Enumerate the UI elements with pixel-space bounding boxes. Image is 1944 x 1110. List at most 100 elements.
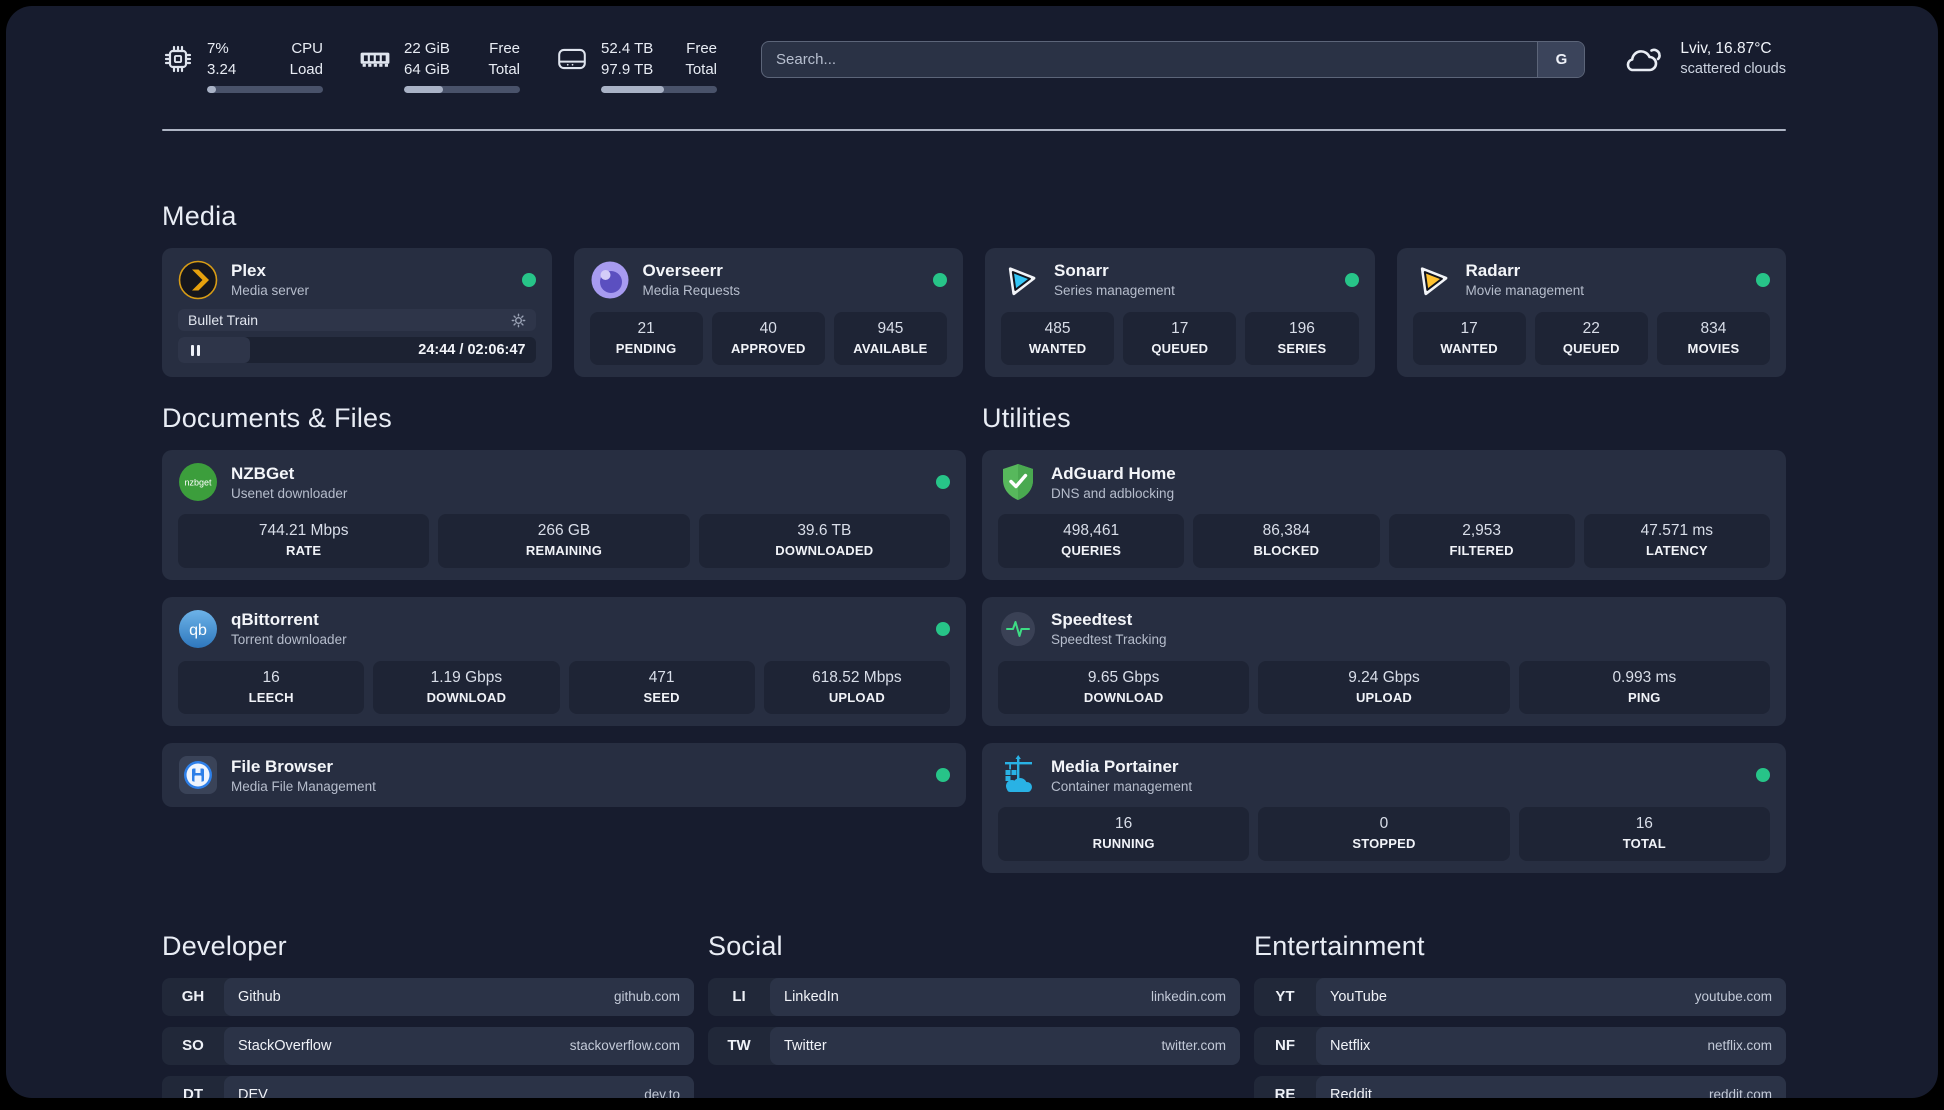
pause-icon (191, 344, 200, 356)
filebrowser-icon (178, 755, 218, 795)
bookmark-name: DEV (238, 1086, 268, 1098)
stat-tile: 1.19 Gbps DOWNLOAD (373, 660, 560, 715)
adguard-icon (998, 462, 1038, 502)
bookmark-dev[interactable]: DT DEV dev.to (162, 1075, 694, 1098)
bookmark-name: Twitter (784, 1037, 827, 1054)
stat-tile: 2,953 FILTERED (1388, 514, 1575, 568)
bookmark-stackoverflow[interactable]: SO StackOverflow stackoverflow.com (162, 1026, 694, 1065)
app-card-overseerr[interactable]: Overseerr Media Requests 21 PENDING 40 A… (573, 248, 963, 378)
app-card-qbittorrent[interactable]: qb qBittorrent Torrent downloader 16 LEE… (162, 596, 966, 727)
disk-label-2: Total (685, 61, 717, 78)
app-card-nzbget[interactable]: nzbget NZBGet Usenet downloader 744.21 M… (162, 450, 966, 580)
dashboard-window: 7% 3.24 CPU Load (6, 6, 1938, 1098)
overseerr-icon (590, 260, 630, 300)
app-card-filebrowser[interactable]: File Browser Media File Management (162, 743, 966, 808)
bookmark-abbr: YT (1275, 988, 1295, 1006)
section-title-documents: Documents & Files (162, 403, 392, 434)
media-grid: Plex Media server Bullet Train (162, 248, 1786, 378)
ram-label-2: Total (488, 61, 520, 78)
status-online-dot (521, 273, 536, 287)
stat-tile: 498,461 QUERIES (998, 514, 1185, 568)
bookmark-url: stackoverflow.com (569, 1038, 680, 1054)
weather-condition: scattered clouds (1680, 60, 1786, 77)
stat-tile: 9.65 Gbps DOWNLOAD (998, 660, 1250, 715)
bookmark-twitter[interactable]: TW Twitter twitter.com (708, 1026, 1240, 1065)
search-engine-button[interactable]: G (1537, 42, 1585, 77)
section-title-media: Media (162, 201, 237, 231)
app-subtitle: Movie management (1465, 283, 1585, 299)
search-input[interactable] (761, 41, 1586, 78)
bookmark-name: StackOverflow (238, 1037, 332, 1054)
section-title-entertainment: Entertainment (1254, 930, 1425, 961)
cpu-label-2: Load (289, 61, 323, 78)
stat-tile: 834 MOVIES (1656, 312, 1771, 366)
playback-progress-bar[interactable]: 24:44 / 02:06:47 (178, 337, 536, 363)
stat-tile: 945 AVAILABLE (833, 312, 948, 366)
bookmark-url: reddit.com (1708, 1087, 1772, 1098)
weather-widget[interactable]: Lviv, 16.87°C scattered clouds (1621, 39, 1786, 79)
bookmark-abbr: TW (727, 1037, 751, 1055)
bookmark-abbr: DT (183, 1086, 203, 1098)
stat-tile: 618.52 Mbps UPLOAD (763, 660, 950, 715)
search-bar: G (761, 41, 1586, 78)
ram-progress-fill (404, 86, 444, 93)
stat-tile: 17 QUEUED (1123, 312, 1237, 366)
app-subtitle: Media File Management (231, 778, 376, 794)
app-name: File Browser (231, 756, 334, 776)
app-name: Radarr (1465, 261, 1521, 281)
system-stats: 7% 3.24 CPU Load (162, 38, 717, 93)
app-name: Speedtest (1051, 610, 1133, 630)
plex-now-playing: Bullet Train 24:44 / 02:06:47 (178, 309, 536, 363)
ram-free-value: 22 GiB (404, 40, 450, 57)
bookmark-linkedin[interactable]: LI LinkedIn linkedin.com (708, 977, 1240, 1016)
bookmark-github[interactable]: GH Github github.com (162, 977, 694, 1016)
disk-icon (556, 43, 588, 75)
cloud-icon (1621, 41, 1667, 77)
app-name: Plex (231, 261, 266, 281)
qbittorrent-icon: qb (178, 609, 218, 649)
cpu-icon (162, 43, 194, 75)
bookmark-abbr: GH (181, 988, 205, 1006)
top-header: 7% 3.24 CPU Load (162, 6, 1786, 93)
documents-column: Documents & Files nzbget NZBGet Usenet d (162, 403, 966, 872)
app-card-sonarr[interactable]: Sonarr Series management 485 WANTED 17 Q… (985, 248, 1375, 378)
bookmarks-developer: Developer GH Github github.com SO StackO… (162, 931, 694, 1098)
bookmark-name: Reddit (1330, 1086, 1372, 1098)
ram-progress-bar (404, 86, 520, 93)
section-title-utilities: Utilities (982, 403, 1071, 434)
app-card-speedtest[interactable]: Speedtest Speedtest Tracking 9.65 Gbps D… (982, 596, 1786, 727)
stat-tile: 485 WANTED (1001, 312, 1115, 366)
app-subtitle: Usenet downloader (231, 485, 348, 501)
stat-tile: 47.571 ms LATENCY (1583, 514, 1770, 568)
bookmark-reddit[interactable]: RE Reddit reddit.com (1254, 1075, 1786, 1098)
section-title-social: Social (708, 930, 783, 961)
cpu-usage-value: 7% (207, 40, 229, 57)
stat-tile: 266 GB REMAINING (438, 514, 690, 568)
stat-tile: 0.993 ms PING (1518, 660, 1770, 715)
stat-tile: 744.21 Mbps RATE (178, 514, 430, 568)
now-playing-title: Bullet Train (188, 312, 259, 328)
app-name: NZBGet (231, 463, 295, 483)
app-card-adguard[interactable]: AdGuard Home DNS and adblocking 498,461 … (982, 450, 1786, 580)
app-card-portainer[interactable]: Media Portainer Container management 16 … (982, 743, 1786, 873)
app-card-radarr[interactable]: Radarr Movie management 17 WANTED 22 QUE… (1396, 248, 1786, 378)
bookmark-url: twitter.com (1161, 1038, 1226, 1054)
disk-stat: 52.4 TB 97.9 TB Free Total (556, 38, 717, 93)
stat-tile: 16 RUNNING (998, 807, 1250, 861)
bookmark-youtube[interactable]: YT YouTube youtube.com (1254, 977, 1786, 1016)
bookmark-url: dev.to (644, 1087, 680, 1098)
status-online-dot (1344, 273, 1359, 287)
app-card-plex[interactable]: Plex Media server Bullet Train (162, 248, 552, 378)
player-settings-gear-icon[interactable] (511, 313, 526, 328)
stat-tile: 17 WANTED (1412, 312, 1526, 366)
playback-time: 24:44 / 02:06:47 (418, 342, 526, 358)
app-name: AdGuard Home (1051, 463, 1176, 483)
bookmark-netflix[interactable]: NF Netflix netflix.com (1254, 1026, 1786, 1065)
section-title-developer: Developer (162, 930, 287, 961)
stat-tile: 86,384 BLOCKED (1193, 514, 1380, 568)
weather-location-temp: Lviv, 16.87°C (1680, 40, 1772, 57)
app-name: Overseerr (642, 261, 723, 281)
cpu-stat: 7% 3.24 CPU Load (162, 38, 323, 93)
pause-button[interactable] (178, 337, 250, 363)
bookmark-name: LinkedIn (784, 988, 839, 1005)
